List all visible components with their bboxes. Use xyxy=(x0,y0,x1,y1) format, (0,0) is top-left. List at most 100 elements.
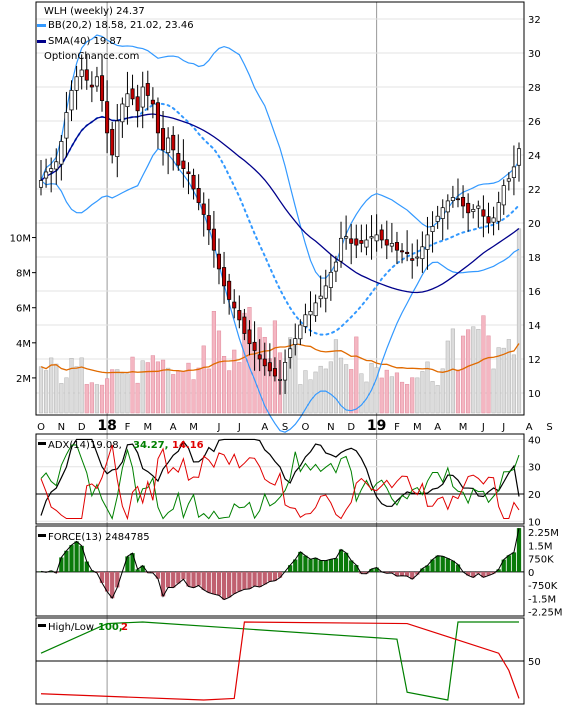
volume-bar xyxy=(451,329,455,413)
price-tick-label: 30 xyxy=(528,49,541,60)
volume-bar xyxy=(395,373,399,413)
volume-bar xyxy=(95,385,99,413)
candle-body xyxy=(60,141,63,164)
volume-tick-label: 2M xyxy=(16,374,31,385)
force-bar xyxy=(263,572,267,584)
candle-body xyxy=(55,162,58,169)
candle-body xyxy=(197,188,200,202)
force-bar xyxy=(278,572,282,578)
volume-bar xyxy=(431,381,435,413)
force-bar xyxy=(334,558,338,572)
candle-body xyxy=(299,325,302,339)
candle-body xyxy=(95,77,98,86)
x-tick-label: M xyxy=(413,422,422,433)
candle-body xyxy=(512,167,515,178)
volume-bar xyxy=(171,374,175,413)
candle-body xyxy=(151,100,154,104)
force-bar xyxy=(400,572,404,576)
force-bar xyxy=(171,572,175,588)
volume-bar xyxy=(237,362,241,413)
volume-bar xyxy=(136,383,140,413)
plus-di-value: 34.27, xyxy=(133,440,168,451)
volume-bar xyxy=(207,369,211,413)
candle-body xyxy=(217,254,220,269)
candle-body xyxy=(416,257,419,258)
volume-bar xyxy=(212,311,216,413)
x-tick-label: F xyxy=(394,422,400,433)
volume-bar xyxy=(100,385,104,413)
volume-bar xyxy=(329,362,333,413)
candle-body xyxy=(202,204,205,215)
price-title: WLH (weekly) 24.37 xyxy=(44,6,145,17)
force-bar xyxy=(227,572,231,598)
volume-bar xyxy=(476,329,480,413)
volume-tick-label: 6M xyxy=(16,304,31,315)
volume-bar xyxy=(349,369,353,413)
candle-body xyxy=(263,359,266,366)
adx-tick-label: 30 xyxy=(528,463,541,474)
volume-bar xyxy=(105,379,109,413)
volume-bar xyxy=(44,371,48,413)
candle-body xyxy=(466,203,469,213)
volume-bar xyxy=(309,380,313,413)
candle-body xyxy=(304,315,307,327)
volume-bar xyxy=(131,357,135,413)
force-bar xyxy=(100,572,104,583)
volume-bar xyxy=(421,371,425,413)
candle-body xyxy=(365,240,368,247)
candle-body xyxy=(502,186,505,205)
watermark: OptionChance.com xyxy=(44,51,139,62)
sma-legend-label: SMA(40) 19.87 xyxy=(48,36,122,47)
force-bar xyxy=(130,553,134,572)
candle-body xyxy=(360,240,363,243)
volume-bar xyxy=(487,336,491,413)
volume-bar xyxy=(60,383,64,413)
x-tick-label: D xyxy=(347,422,355,433)
candle-body xyxy=(451,198,454,201)
candle-body xyxy=(44,172,47,178)
volume-tick-label: 8M xyxy=(16,269,31,280)
volume-bar xyxy=(54,364,58,413)
minus-di-value: 14.16 xyxy=(172,440,204,451)
volume-bar xyxy=(70,358,74,413)
volume-bar xyxy=(441,369,445,413)
candle-body xyxy=(166,138,169,153)
volume-bar xyxy=(176,371,180,413)
candle-body xyxy=(65,113,68,139)
volume-tick-label: 4M xyxy=(16,339,31,350)
price-tick-label: 16 xyxy=(528,287,541,298)
candle-body xyxy=(278,379,281,380)
force-bar xyxy=(288,565,292,572)
adx-tick-label: 20 xyxy=(528,490,541,501)
candle-body xyxy=(80,70,83,77)
candle-body xyxy=(344,237,347,239)
x-tick-label: M xyxy=(459,422,468,433)
force-bar xyxy=(237,572,241,591)
force-bar xyxy=(252,572,256,586)
candle-body xyxy=(49,169,52,172)
force-bar xyxy=(242,572,246,589)
x-tick-label: A xyxy=(526,422,533,433)
adx-legend: ADX(14) 19.08, 34.27, 14.16 xyxy=(38,440,204,451)
price-tick-label: 20 xyxy=(528,219,541,230)
volume-bar xyxy=(360,374,364,413)
force-bar xyxy=(324,561,328,572)
candle-body xyxy=(238,310,241,319)
candle-body xyxy=(456,199,459,200)
x-tick-label: A xyxy=(434,422,441,433)
x-tick-label: S xyxy=(282,422,288,433)
candle-body xyxy=(233,302,236,308)
volume-bar xyxy=(202,346,206,413)
force-bar xyxy=(125,556,129,571)
volume-bar xyxy=(385,370,389,413)
adx-value: 19.08, xyxy=(90,440,122,451)
force-tick-label: 2.25M xyxy=(528,528,559,539)
force-tick-label: -750K xyxy=(528,581,558,592)
candle-body xyxy=(288,349,291,358)
volume-bar xyxy=(436,385,440,413)
x-tick-label: A xyxy=(170,422,177,433)
volume-bar xyxy=(75,367,79,413)
force-bar xyxy=(456,564,460,571)
volume-bar xyxy=(197,368,201,413)
